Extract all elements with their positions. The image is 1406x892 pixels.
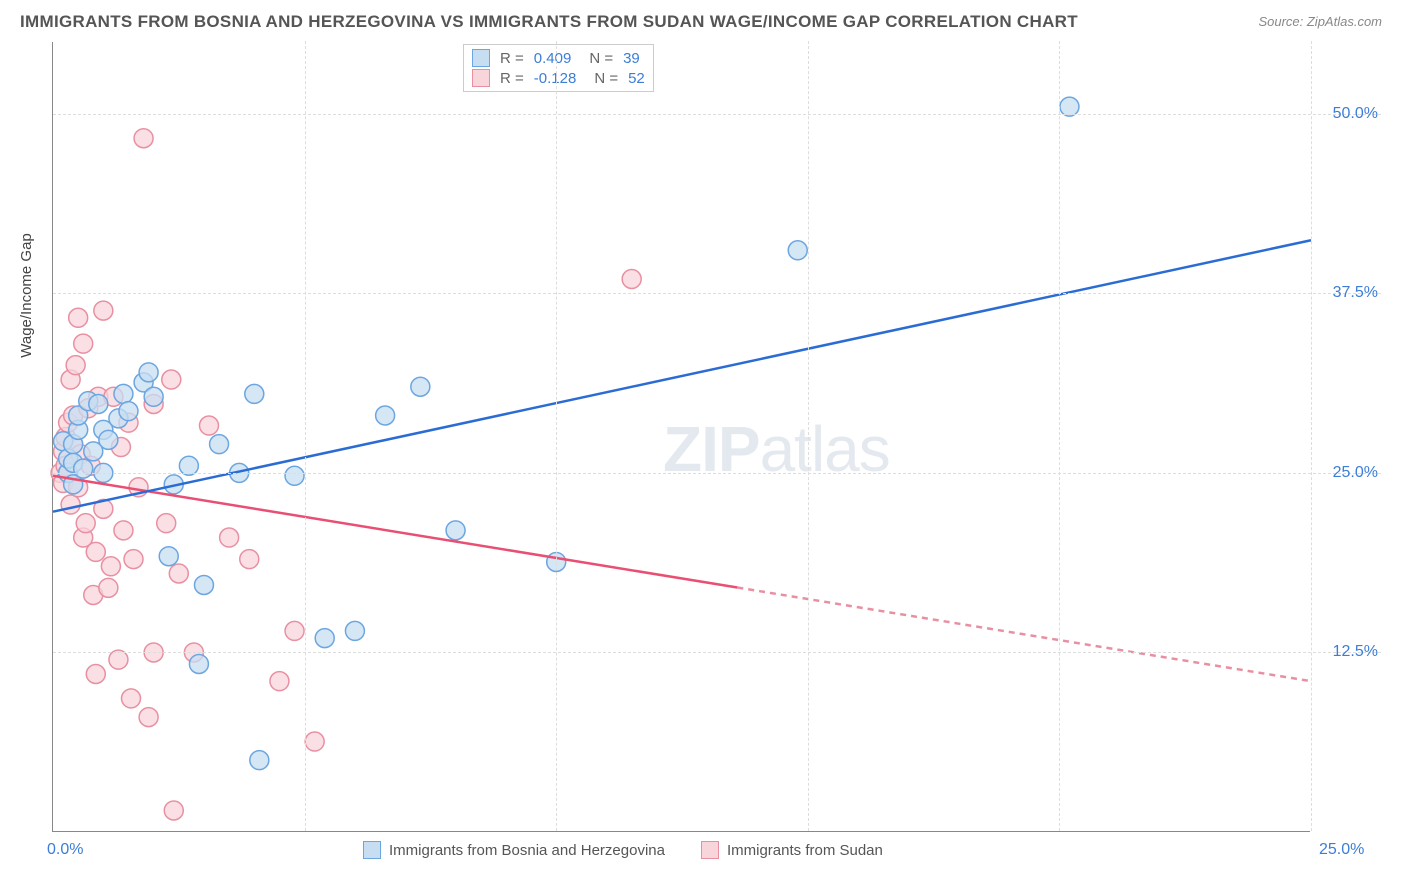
regression-line bbox=[53, 240, 1311, 511]
gridline-v bbox=[1059, 41, 1060, 831]
x-tick-label: 25.0% bbox=[1319, 841, 1364, 859]
scatter-point bbox=[124, 550, 143, 569]
scatter-point bbox=[285, 621, 304, 640]
x-tick-label: 0.0% bbox=[47, 841, 83, 859]
scatter-point bbox=[169, 564, 188, 583]
legend-label-sudan: Immigrants from Sudan bbox=[727, 842, 883, 859]
scatter-svg bbox=[53, 42, 1311, 832]
gridline-h bbox=[53, 473, 1381, 474]
scatter-point bbox=[245, 384, 264, 403]
scatter-point bbox=[89, 394, 108, 413]
scatter-point bbox=[159, 547, 178, 566]
y-tick-label: 12.5% bbox=[1333, 643, 1378, 661]
scatter-point bbox=[220, 528, 239, 547]
legend-item-sudan: Immigrants from Sudan bbox=[701, 841, 883, 859]
y-axis-label: Wage/Income Gap bbox=[18, 233, 35, 358]
gridline-h bbox=[53, 652, 1381, 653]
chart-title: IMMIGRANTS FROM BOSNIA AND HERZEGOVINA V… bbox=[20, 12, 1078, 32]
scatter-point bbox=[270, 672, 289, 691]
scatter-point bbox=[139, 708, 158, 727]
scatter-point bbox=[788, 241, 807, 260]
scatter-point bbox=[345, 621, 364, 640]
gridline-h bbox=[53, 114, 1381, 115]
scatter-point bbox=[74, 459, 93, 478]
legend-label-bosnia: Immigrants from Bosnia and Herzegovina bbox=[389, 842, 665, 859]
chart-container: IMMIGRANTS FROM BOSNIA AND HERZEGOVINA V… bbox=[0, 0, 1406, 892]
regression-line bbox=[737, 588, 1311, 682]
scatter-point bbox=[121, 689, 140, 708]
scatter-point bbox=[69, 308, 88, 327]
scatter-point bbox=[66, 356, 85, 375]
legend-swatch-bosnia bbox=[363, 841, 381, 859]
scatter-point bbox=[622, 270, 641, 289]
series-legend: Immigrants from Bosnia and Herzegovina I… bbox=[363, 841, 883, 859]
scatter-point bbox=[157, 514, 176, 533]
scatter-point bbox=[199, 416, 218, 435]
scatter-point bbox=[240, 550, 259, 569]
scatter-point bbox=[99, 430, 118, 449]
scatter-point bbox=[210, 435, 229, 454]
plot-area: ZIPatlas R = 0.409 N = 39 R = -0.128 N =… bbox=[52, 42, 1310, 832]
scatter-point bbox=[94, 301, 113, 320]
scatter-point bbox=[305, 732, 324, 751]
scatter-point bbox=[164, 801, 183, 820]
scatter-point bbox=[194, 575, 213, 594]
scatter-point bbox=[99, 578, 118, 597]
scatter-point bbox=[86, 665, 105, 684]
source-attribution: Source: ZipAtlas.com bbox=[1258, 14, 1382, 29]
scatter-point bbox=[76, 514, 95, 533]
legend-item-bosnia: Immigrants from Bosnia and Herzegovina bbox=[363, 841, 665, 859]
y-tick-label: 50.0% bbox=[1333, 105, 1378, 123]
scatter-point bbox=[114, 384, 133, 403]
scatter-point bbox=[114, 521, 133, 540]
scatter-point bbox=[86, 542, 105, 561]
scatter-point bbox=[74, 334, 93, 353]
scatter-point bbox=[446, 521, 465, 540]
gridline-v bbox=[808, 41, 809, 831]
scatter-point bbox=[189, 654, 208, 673]
scatter-point bbox=[119, 402, 138, 421]
gridline-v bbox=[305, 41, 306, 831]
scatter-point bbox=[285, 466, 304, 485]
scatter-point bbox=[162, 370, 181, 389]
legend-swatch-sudan bbox=[701, 841, 719, 859]
y-tick-label: 25.0% bbox=[1333, 464, 1378, 482]
scatter-point bbox=[250, 751, 269, 770]
scatter-point bbox=[144, 387, 163, 406]
gridline-h bbox=[53, 293, 1381, 294]
scatter-point bbox=[411, 377, 430, 396]
scatter-point bbox=[315, 629, 334, 648]
scatter-point bbox=[101, 557, 120, 576]
scatter-point bbox=[134, 129, 153, 148]
scatter-point bbox=[139, 363, 158, 382]
y-tick-label: 37.5% bbox=[1333, 284, 1378, 302]
gridline-v bbox=[1311, 41, 1312, 831]
regression-line bbox=[53, 476, 737, 588]
scatter-point bbox=[61, 495, 80, 514]
gridline-v bbox=[556, 41, 557, 831]
scatter-point bbox=[376, 406, 395, 425]
